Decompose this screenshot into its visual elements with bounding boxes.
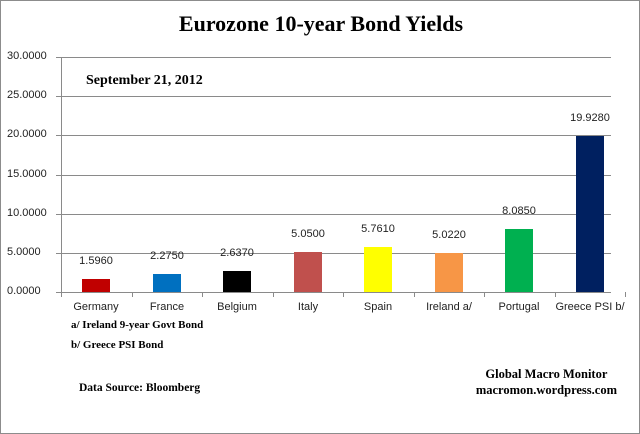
value-label: 5.0220: [432, 229, 466, 241]
bar-germany: [82, 279, 110, 292]
gridline: [56, 175, 611, 176]
x-tick: [273, 292, 274, 297]
category-label: Ireland a/: [426, 301, 472, 313]
chart-title: Eurozone 10-year Bond Yields: [178, 11, 464, 36]
gridline: [56, 292, 611, 293]
gridline: [56, 57, 611, 58]
y-tick-label: 5.0000: [7, 246, 41, 258]
category-label: Greece PSI b/: [555, 301, 625, 313]
brand-name: Global Macro Monitor: [485, 367, 608, 381]
footnote-ireland: a/ Ireland 9-year Govt Bond: [71, 319, 204, 331]
y-tick-label: 15.0000: [7, 168, 47, 180]
y-tick-label: 25.0000: [7, 89, 47, 101]
bar-portugal: [505, 229, 533, 292]
category-label: Spain: [363, 301, 393, 313]
x-tick: [484, 292, 485, 297]
value-label: 5.7610: [361, 223, 395, 235]
bar-greece-psi-b: [576, 136, 604, 292]
x-tick: [414, 292, 415, 297]
brand-credit: Global Macro Monitor macromon.wordpress.…: [476, 366, 617, 398]
y-tick-label: 30.0000: [7, 50, 47, 62]
category-label: Belgium: [217, 301, 257, 313]
x-tick: [343, 292, 344, 297]
value-label: 19.9280: [570, 112, 610, 124]
gridline: [56, 135, 611, 136]
value-label: 1.5960: [79, 255, 113, 267]
y-axis: [61, 57, 62, 293]
value-label: 2.6370: [220, 247, 254, 259]
bar-ireland-a: [435, 253, 463, 292]
bar-france: [153, 274, 181, 292]
gridline: [56, 96, 611, 97]
x-tick: [132, 292, 133, 297]
x-tick: [625, 292, 626, 297]
x-tick: [555, 292, 556, 297]
bar-belgium: [223, 271, 251, 292]
footnote-greece: b/ Greece PSI Bond: [71, 339, 164, 351]
y-tick-label: 10.0000: [7, 207, 47, 219]
y-tick-label: 0.0000: [7, 285, 41, 297]
category-label: Portugal: [498, 301, 540, 313]
category-label: Germany: [73, 301, 119, 313]
bar-italy: [294, 252, 322, 292]
x-tick: [61, 292, 62, 297]
category-label: Italy: [297, 301, 319, 313]
value-label: 8.0850: [502, 205, 536, 217]
brand-url: macromon.wordpress.com: [475, 383, 617, 397]
category-label: France: [149, 301, 185, 313]
gridline: [56, 214, 611, 215]
bar-spain: [364, 247, 392, 292]
x-tick: [202, 292, 203, 297]
y-tick-label: 20.0000: [7, 128, 47, 140]
gridline: [56, 253, 611, 254]
value-label: 5.0500: [291, 228, 325, 240]
data-source: Data Source: Bloomberg: [79, 382, 201, 394]
chart-date: September 21, 2012: [86, 73, 203, 88]
value-label: 2.2750: [150, 250, 184, 262]
